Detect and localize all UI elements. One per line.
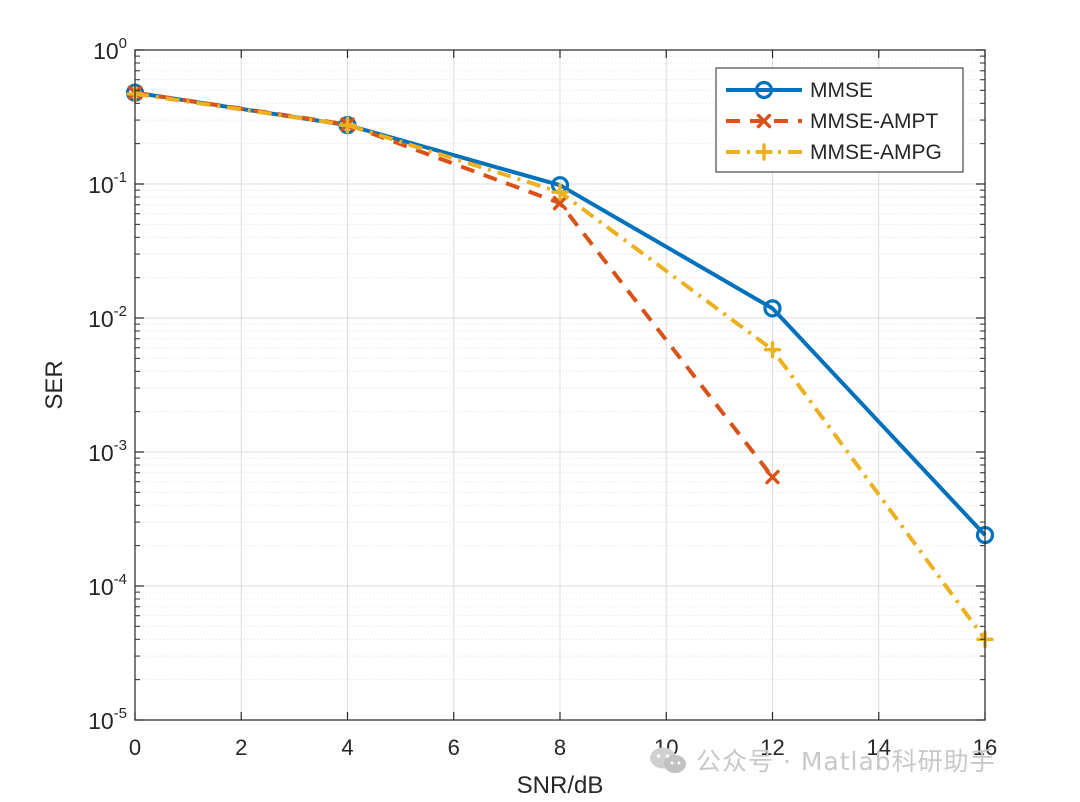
legend-marker xyxy=(755,143,773,161)
ticks xyxy=(134,49,986,721)
legend-label: MMSE-AMPG xyxy=(810,141,942,164)
y-tick-label: 10-3 xyxy=(88,437,127,466)
legend-item: MMSE xyxy=(726,79,873,102)
legend-marker xyxy=(756,113,772,129)
x-tick-label: 4 xyxy=(341,735,353,760)
data-point xyxy=(763,341,782,359)
x-tick-label: 0 xyxy=(129,735,141,760)
legend-label: MMSE-AMPT xyxy=(810,110,939,133)
marker-stroke xyxy=(765,469,780,485)
data-point xyxy=(551,183,569,201)
legend-marker xyxy=(754,80,774,100)
marker-stroke xyxy=(552,195,568,211)
y-tick-label: 10-2 xyxy=(88,303,127,332)
watermark-text: 公众号 · Matlab科研助手 xyxy=(696,747,996,776)
y-tick-label: 10-1 xyxy=(88,169,127,198)
legend-item: MMSE-AMPG xyxy=(726,141,942,164)
x-tick-label: 12 xyxy=(760,735,784,760)
data-point xyxy=(763,299,782,318)
y-tick-label: 100 xyxy=(93,35,127,64)
data-point xyxy=(765,469,780,485)
marker-stroke xyxy=(756,113,772,129)
legend-label: MMSE xyxy=(810,79,873,102)
y-tick-label: 10-5 xyxy=(88,705,127,734)
x-tick-label: 14 xyxy=(867,735,891,760)
legend: MMSE MMSE-AMPT MMSE-AMPG xyxy=(715,67,964,173)
y-axis-label: SER xyxy=(41,360,68,409)
x-tick-labels: 0 2 4 6 8 10 12 14 16 xyxy=(129,735,997,760)
legend-item: MMSE-AMPT xyxy=(726,110,939,133)
wechat-icon xyxy=(650,747,686,773)
y-tick-label: 10-4 xyxy=(88,571,127,600)
data-point xyxy=(552,195,568,211)
y-tick-labels: 100 10-1 10-2 10-3 10-4 10-5 xyxy=(88,35,127,734)
x-tick-label: 2 xyxy=(235,735,247,760)
x-axis-label: SNR/dB xyxy=(517,772,604,799)
x-tick-label: 16 xyxy=(973,735,997,760)
data-point xyxy=(338,116,357,134)
x-tick-label: 8 xyxy=(554,735,566,760)
x-tick-label: 6 xyxy=(448,735,460,760)
watermark: 公众号 · Matlab科研助手 xyxy=(648,742,996,778)
series-line xyxy=(134,90,775,479)
